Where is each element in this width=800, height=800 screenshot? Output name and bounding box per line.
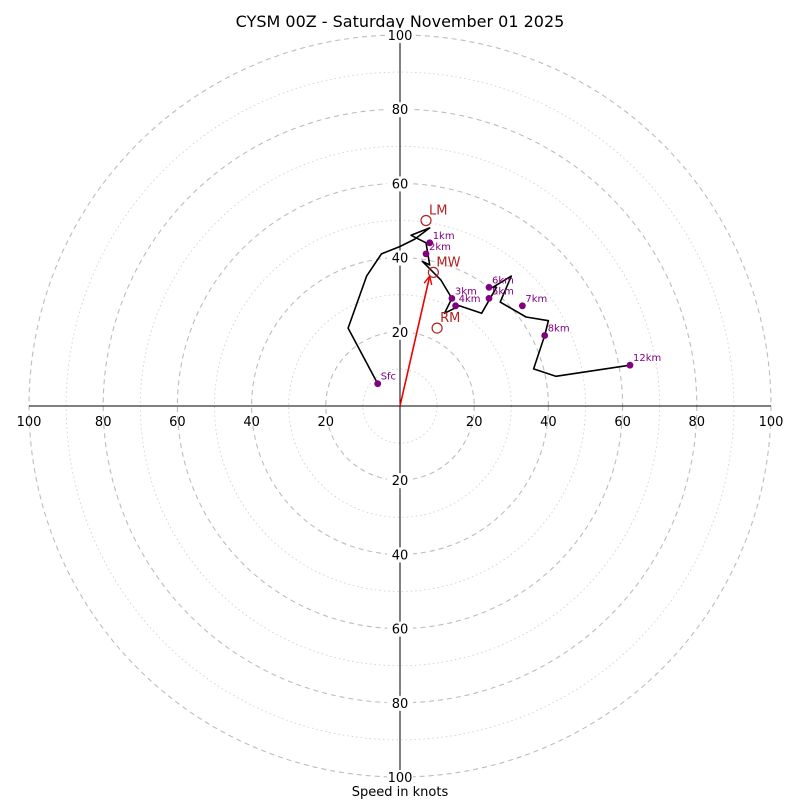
height-marker-label: 2km (429, 242, 451, 253)
tick-label-top: 60 (392, 177, 409, 192)
tick-label-left: 100 (17, 415, 42, 430)
tick-label-bg (387, 621, 413, 637)
tick-label-bottom: 100 (388, 771, 413, 786)
height-marker-label: 4km (459, 294, 481, 305)
tick-label-right: 80 (689, 415, 706, 430)
tick-label-top: 20 (392, 326, 409, 341)
storm-motion-vector-layer (399, 274, 433, 407)
tick-label-bg (387, 250, 413, 266)
tick-label-left: 60 (169, 415, 186, 430)
height-marker-dot (374, 380, 382, 388)
tick-label-bottom: 80 (392, 697, 409, 712)
tick-label-bg (387, 324, 413, 340)
chart-title: CYSM 00Z - Saturday November 01 2025 (236, 12, 565, 31)
storm-motion-label: RM (440, 311, 460, 326)
tick-label-left: 80 (95, 415, 112, 430)
height-marker-label: 7km (525, 294, 547, 305)
height-marker-dot (541, 332, 549, 339)
height-marker-dot (422, 250, 430, 258)
tick-label-bottom: 20 (392, 474, 409, 489)
tick-label-right: 60 (614, 415, 631, 430)
tick-label-top: 80 (392, 103, 409, 118)
tick-label-bg (387, 176, 413, 192)
height-marker-dot (426, 239, 434, 247)
tick-label-right: 40 (540, 415, 557, 430)
height-marker-label: 8km (548, 324, 570, 335)
tick-label-top: 40 (392, 252, 409, 267)
height-marker-label: Sfc (381, 372, 396, 383)
height-marker-dot (519, 302, 526, 310)
storm-motion-marker (431, 322, 443, 334)
hodograph-trace (347, 227, 631, 385)
tick-label-right: 100 (759, 415, 784, 430)
hodograph-trace-layer (347, 227, 631, 385)
height-marker-label: 12km (633, 353, 661, 364)
height-marker-dot (452, 302, 459, 310)
height-marker-dot (485, 295, 493, 302)
height-marker-label: 3km (455, 286, 477, 297)
tick-label-bottom: 40 (392, 548, 409, 563)
tick-label-left: 40 (243, 415, 260, 430)
storm-motions-layer: LM MW RM (420, 204, 461, 334)
tick-label-bg (387, 473, 413, 489)
storm-motion-label: LM (429, 204, 447, 219)
tick-label-top: 100 (388, 29, 413, 44)
tick-label-bg (387, 770, 413, 785)
tick-label-left: 20 (318, 415, 335, 430)
height-marker-dot (448, 295, 456, 302)
storm-motion-vector (399, 275, 431, 407)
tick-labels: 20 40 60 80 100 20 40 60 80 100 20 40 60 80 100 20 40 60 8… (17, 28, 784, 786)
height-marker-label: 1km (433, 231, 455, 242)
storm-motion-marker (420, 214, 432, 227)
height-marker-label: 6km (492, 275, 514, 286)
x-axis-label: Speed in knots (352, 785, 449, 800)
storm-motion-label: MW (436, 255, 460, 270)
tick-label-bg (387, 695, 413, 711)
tick-label-bg (387, 28, 413, 43)
height-marker-dot (626, 361, 634, 369)
tick-label-bottom: 60 (392, 623, 409, 638)
tick-label-bg (387, 547, 413, 563)
height-marker-label: 5km (492, 286, 514, 297)
height-marker-dot (485, 283, 493, 291)
tick-label-right: 20 (466, 415, 483, 430)
storm-motion-marker (427, 266, 439, 278)
tick-label-bg (387, 102, 413, 118)
